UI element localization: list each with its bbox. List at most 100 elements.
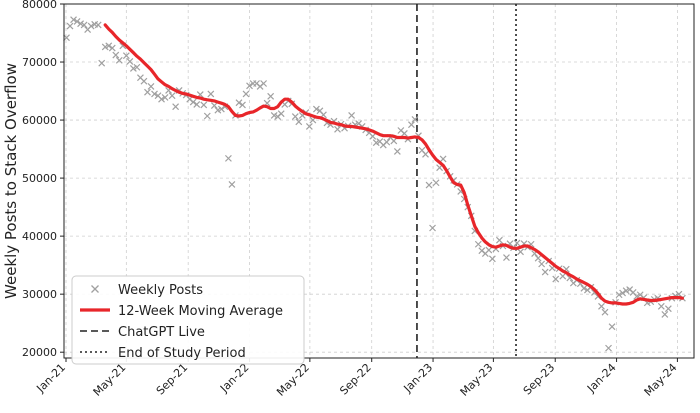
weekly-posts-point [200, 101, 208, 109]
weekly-posts-point [70, 16, 77, 24]
weekly-posts-point [601, 308, 609, 316]
x-tick-label: Jan-21 [34, 361, 69, 396]
weekly-posts-point [144, 88, 151, 96]
weekly-posts-point [73, 17, 81, 25]
weekly-posts-point [615, 291, 623, 299]
y-tick-label: 80000 [22, 0, 57, 11]
weekly-posts-point [393, 147, 401, 155]
weekly-posts-point [348, 111, 356, 119]
y-tick-label: 40000 [22, 230, 57, 243]
weekly-posts-point [87, 22, 95, 30]
weekly-posts-point [105, 42, 113, 50]
x-tick-label: Sep-21 [154, 361, 191, 398]
weekly-posts-point [80, 21, 88, 29]
legend-label: Weekly Posts [118, 283, 203, 298]
weekly-posts-point [158, 95, 165, 103]
x-tick-label: May-23 [458, 361, 496, 399]
y-tick-label: 50000 [22, 172, 57, 185]
weekly-posts-point [657, 302, 665, 310]
weekly-posts-point [207, 90, 215, 98]
y-tick-label: 70000 [22, 56, 57, 69]
weekly-posts-point [210, 102, 218, 109]
weekly-posts-point [66, 22, 74, 30]
weekly-posts-point [422, 150, 429, 158]
x-tick-label: Sep-22 [337, 361, 374, 398]
y-tick-label: 60000 [22, 114, 57, 127]
weekly-posts-point [580, 284, 588, 292]
weekly-posts-point [485, 246, 493, 254]
weekly-posts-point [605, 344, 612, 352]
x-tick-label: May-24 [642, 361, 680, 399]
weekly-posts-point [98, 59, 106, 67]
weekly-posts-point [411, 116, 419, 123]
weekly-posts-point [277, 110, 285, 118]
weekly-posts-point [408, 121, 415, 129]
weekly-posts-point [161, 94, 169, 101]
weekly-posts-point [369, 132, 377, 140]
weekly-posts-point [224, 154, 232, 162]
legend-swatch-weekly-posts [91, 285, 99, 293]
weekly-posts-point [133, 63, 141, 71]
weekly-posts-point [661, 311, 669, 318]
weekly-posts-point [63, 34, 70, 42]
weekly-posts-point [474, 240, 482, 248]
weekly-posts-point [334, 125, 341, 133]
weekly-posts-point [239, 101, 246, 109]
weekly-posts-point [541, 268, 549, 276]
weekly-posts-point [538, 260, 546, 268]
weekly-posts-point [172, 103, 180, 111]
weekly-posts-point [425, 181, 433, 189]
weekly-posts-series [63, 16, 686, 352]
weekly-posts-point [217, 105, 225, 113]
weekly-posts-point [108, 44, 116, 52]
weekly-posts-point [295, 118, 303, 126]
weekly-posts-point [203, 112, 211, 120]
weekly-posts-point [122, 52, 130, 60]
weekly-posts-point [291, 113, 299, 121]
weekly-posts-point [228, 181, 236, 188]
x-tick-label: Sep-23 [521, 361, 558, 398]
weekly-posts-point [305, 123, 313, 130]
weekly-posts-point [267, 92, 275, 100]
weekly-posts-point [242, 90, 250, 98]
weekly-posts-point [112, 51, 120, 59]
weekly-posts-point [390, 137, 398, 145]
weekly-posts-point [189, 98, 197, 106]
weekly-posts-point [488, 255, 496, 263]
weekly-posts-point [608, 323, 616, 331]
weekly-posts-point [115, 56, 123, 64]
weekly-posts-point [193, 100, 201, 108]
weekly-posts-point [126, 58, 134, 65]
y-axis-title: Weekly Posts to Stack Overflow [2, 63, 20, 299]
x-tick-label: Jan-24 [584, 361, 619, 396]
legend-box [71, 275, 305, 365]
plot-frame [63, 3, 695, 359]
weekly-posts-point [503, 254, 510, 262]
legend-label: ChatGPT Live [118, 325, 205, 340]
vertical-markers [416, 4, 517, 358]
weekly-posts-point [383, 138, 391, 146]
moving-average-series [103, 23, 684, 306]
grid [64, 3, 694, 358]
x-tick-label: Jan-23 [401, 361, 436, 396]
weekly-posts-point [246, 82, 253, 90]
y-axis: 20000 30000 40000 50000 60000 70000 80000 [22, 0, 64, 359]
x-tick-label: May-22 [274, 361, 312, 399]
weekly-posts-point [517, 248, 524, 256]
legend-label: 12-Week Moving Average [118, 304, 283, 319]
weekly-posts-point [312, 105, 320, 113]
x-tick-label: May-21 [91, 361, 129, 399]
weekly-posts-point [534, 254, 542, 262]
weekly-posts-point [495, 236, 503, 244]
legend: Weekly Posts 12-Week Moving Average ChatGP… [71, 275, 305, 365]
weekly-posts-point [147, 82, 155, 90]
weekly-posts-point [559, 272, 567, 280]
weekly-posts-point [235, 99, 243, 107]
weekly-posts-point [94, 21, 102, 29]
weekly-posts-point [619, 289, 627, 297]
weekly-posts-point [513, 239, 521, 247]
weekly-posts-point [439, 155, 447, 163]
weekly-posts-point [400, 129, 408, 137]
weekly-posts-point [598, 302, 605, 310]
